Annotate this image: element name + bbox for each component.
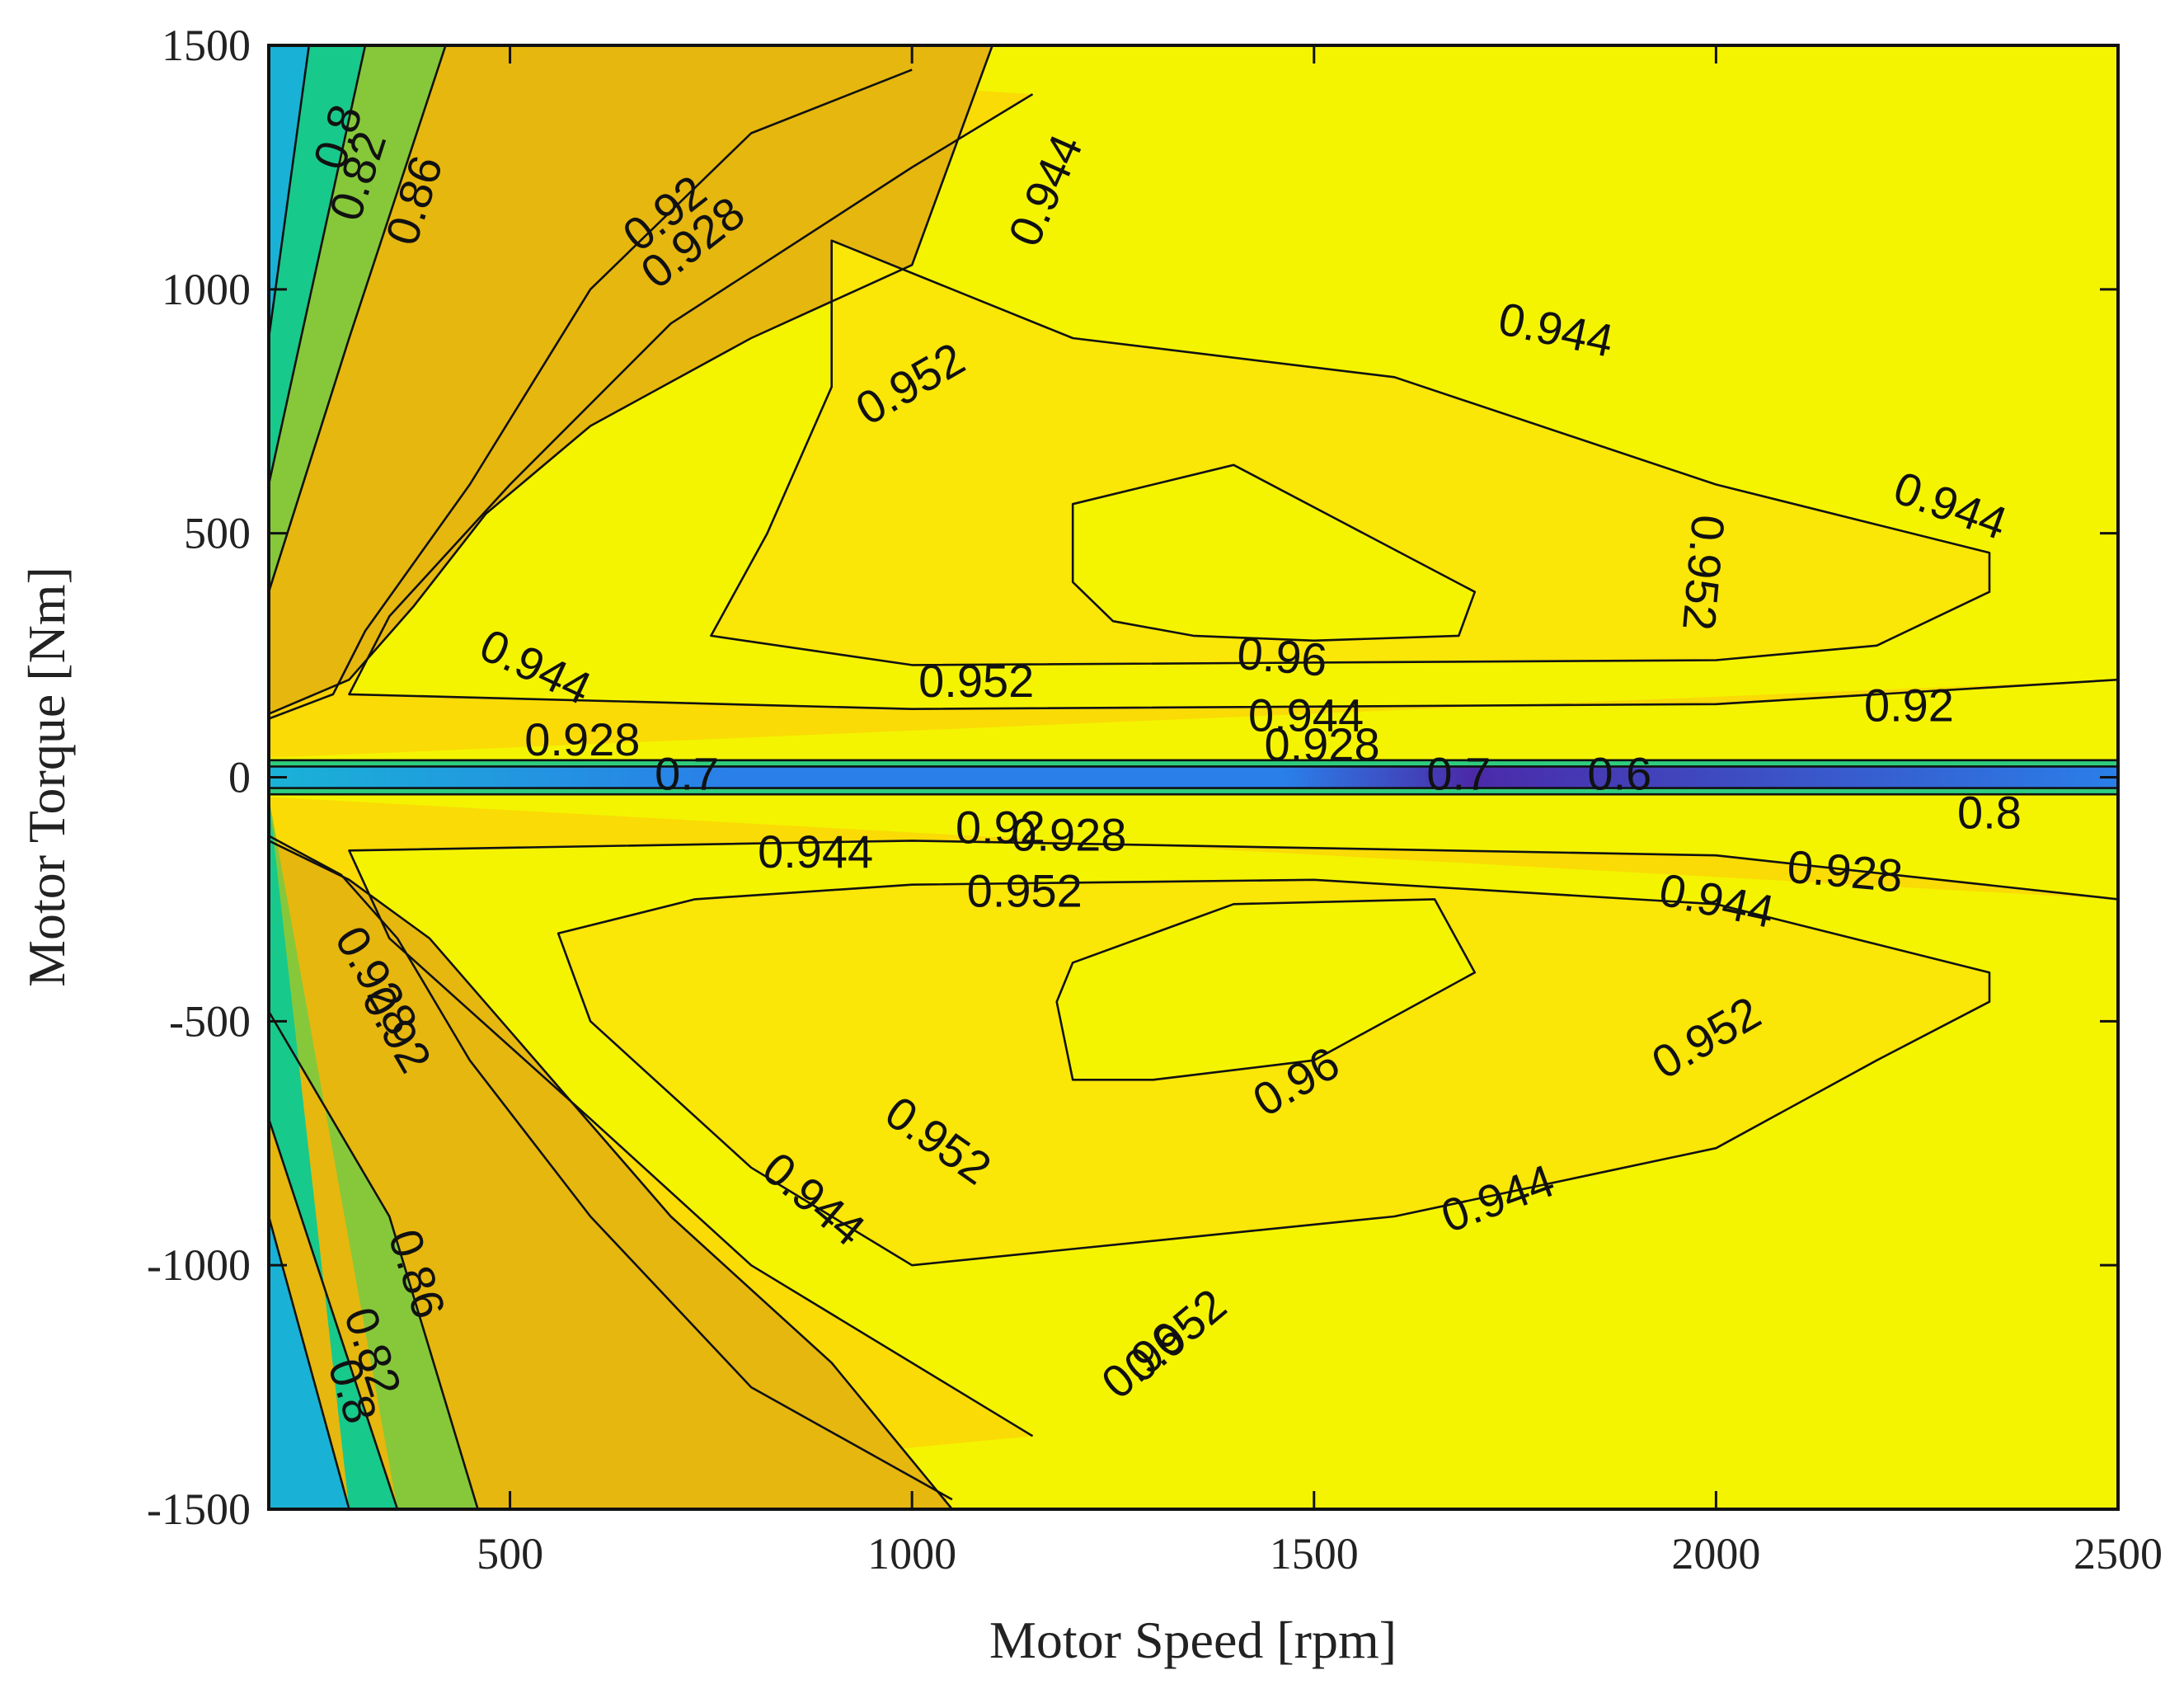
contour-fill-lower-0.8 (269, 797, 350, 1509)
x-tick-label: 2000 (1671, 1529, 1760, 1578)
contour-label: 0.952 (918, 655, 1034, 707)
x-tick-label: 1000 (867, 1529, 956, 1578)
x-tick-label: 1500 (1270, 1529, 1359, 1578)
y-tick-label: 1000 (162, 265, 251, 314)
contour-fill-0.96-lower (1056, 899, 1475, 1080)
contour-fills (269, 45, 2118, 1509)
contour-label: 0.7 (655, 747, 719, 799)
x-tick-label: 2500 (2074, 1529, 2163, 1578)
contour-line-lower-0.86 (269, 1010, 479, 1509)
contour-line-lower-0.82 (269, 1118, 399, 1509)
y-tick-label: 500 (184, 509, 251, 558)
contour-line-lower-0.944 (348, 840, 2118, 1437)
contour-line-upper-0.92 (269, 45, 993, 715)
contour-label: 0.96 (1235, 627, 1329, 686)
contour-fill-0.952-upper (711, 240, 1989, 666)
contour-line-lower-0.8 (269, 1216, 350, 1509)
contour-label: 0.928 (1264, 718, 1379, 770)
contour-line-lower-0.928 (269, 835, 953, 1501)
contour-lines (269, 45, 2118, 1509)
zero-torque-band (269, 760, 2118, 795)
contour-line-0.952-lower (557, 878, 1991, 1267)
contour-line-upper-0.8 (269, 45, 311, 339)
x-axis: 500 1000 1500 2000 2500 (477, 45, 2163, 1578)
contour-line-0.96-upper (1071, 463, 1477, 642)
contour-line-upper-0.82 (269, 45, 367, 485)
contour-label: 0.928 (1011, 808, 1126, 860)
contour-line-0.96-lower (1055, 898, 1477, 1081)
contour-fill-0.96-upper (1073, 464, 1475, 641)
contour-label: 0.944 (758, 826, 873, 877)
contour-fill-upper-0.8 (269, 45, 309, 758)
y-tick-label: -1000 (147, 1240, 251, 1290)
contour-label: 0.944 (1248, 689, 1364, 741)
band-inner (269, 766, 2118, 788)
y-tick-label: 0 (228, 753, 251, 802)
contour-line-upper-0.944 (348, 93, 2118, 711)
y-tick-label: 1500 (162, 21, 251, 70)
contour-fill-lower-0.82 (269, 797, 397, 1509)
contour-label: 0.8 (1957, 787, 2022, 839)
plot-area: 0.80.820.86 0.920.928 0.9440.9440.9520.944… (269, 45, 2118, 1509)
y-axis: 1500 1000 500 0 -500 -1000 -1500 (147, 21, 2118, 1534)
contour-fill-upper-0.92 (269, 45, 993, 758)
contour-label: 0.92 (1864, 679, 1954, 731)
contour-label: 0.952 (967, 864, 1083, 916)
contour-label: 0.952 (1673, 513, 1735, 633)
y-tick-label: -500 (169, 996, 251, 1046)
contour-label: 0.928 (524, 713, 640, 765)
contour-label: 0.6 (1587, 747, 1651, 799)
x-axis-title: Motor Speed [rpm] (989, 1611, 1397, 1669)
contour-line-0.952-upper (710, 239, 1991, 666)
contour-label: 0.7 (1426, 747, 1491, 799)
contour-label: 0.928 (1785, 840, 1905, 902)
contour-line-upper-0.928 (269, 68, 913, 720)
contour-line-lower-0.92 (269, 840, 953, 1509)
contour-label: 0.92 (956, 801, 1045, 853)
contour-fill-0.952-lower (558, 879, 1989, 1266)
y-tick-label: -1500 (147, 1484, 251, 1534)
contour-fill-lower-0.92 (269, 797, 952, 1509)
x-tick-label: 500 (477, 1529, 543, 1578)
contour-line-upper-0.86 (269, 45, 447, 593)
y-axis-title: Motor Torque [Nm] (17, 567, 76, 987)
contour-fill-upper-0.82 (269, 45, 365, 758)
contour-fill-lower-0.86 (269, 797, 478, 1509)
